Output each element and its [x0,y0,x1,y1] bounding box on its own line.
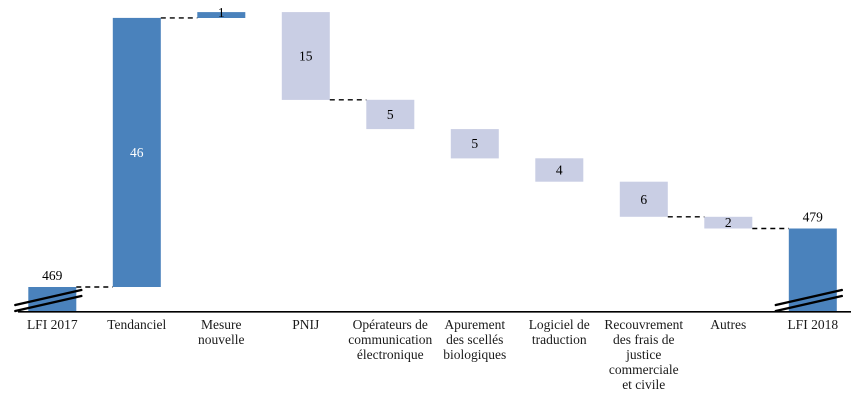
bar-value-label: 46 [130,145,144,160]
category-label-logiciel-de-traduction: Logiciel de traduction [529,317,590,347]
bar-value-label: 5 [387,107,394,122]
bar-mesure-nouvelle [197,12,246,18]
bar-value-label: 469 [42,268,63,283]
bar-value-label: 6 [640,192,647,207]
category-label-autres: Autres [710,317,746,332]
bar-value-label: 479 [803,210,824,225]
category-label-mesure-nouvelle: Mesure nouvelle [198,317,245,347]
bar-value-label: 4 [556,163,563,178]
bar-apurement-des-scelles-biologiques [450,129,499,159]
category-label-apurement-des-scelles-biologiques: Apurement des scellés biologiques [443,317,506,362]
axis-break-mark [14,288,83,307]
bar-tendanciel [112,17,161,288]
category-label-operateurs-de-communication-electronique: Opérateurs de communication électronique [348,317,432,362]
category-label-tendanciel: Tendanciel [107,317,166,332]
category-label-lfi-2017: LFI 2017 [27,317,78,332]
category-label-recouvrement-des-frais-de-justice-commerciale-et-civile: Recouvrement des frais de justice commercia… [604,317,683,392]
category-label-pnij: PNIJ [292,317,319,332]
bar-value-label: 15 [299,48,313,63]
bar-operateurs-de-communication-electronique [366,99,415,130]
bar-logiciel-de-traduction [535,158,584,182]
bar-pnij [281,12,330,100]
bar-value-label: 5 [471,136,478,151]
bar-recouvrement-des-frais-de-justice-commerciale-et-civile [619,181,668,217]
axis-break-mark [774,294,843,313]
category-label-lfi-2018: LFI 2018 [787,317,838,332]
axis-break-mark [14,294,83,313]
bar-value-label: 1 [218,5,225,20]
bar-value-label: 2 [725,215,732,230]
axis-break-mark [774,288,843,307]
bar-autres [704,216,753,229]
